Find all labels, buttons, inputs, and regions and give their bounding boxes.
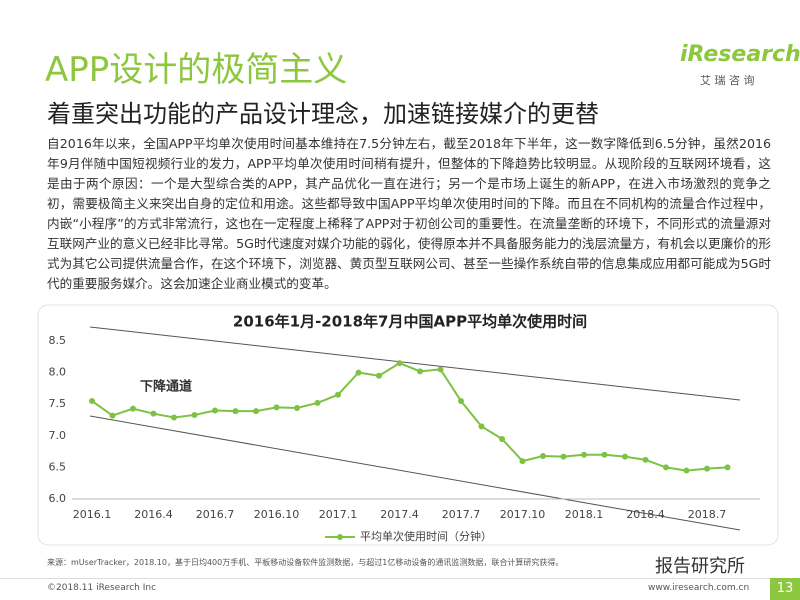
body-text: 自2016年以来，全国APP平均单次使用时间基本维持在7.5分钟左右，截至201… — [47, 136, 771, 291]
data-point — [396, 360, 403, 367]
chart-title: 2016年1月-2018年7月中国APP平均单次使用时间 — [233, 313, 587, 331]
data-point — [458, 398, 464, 405]
y-tick-label: 6.5 — [49, 460, 67, 473]
data-point — [417, 368, 423, 375]
data-point — [519, 458, 526, 465]
logo: iResearch — [680, 42, 800, 67]
copyright: ©2018.11 iResearch Inc — [47, 583, 157, 593]
data-point — [499, 435, 505, 442]
data-point — [253, 408, 259, 415]
data-point — [109, 412, 116, 419]
source: 来源：mUserTracker，2018.10，基于日均400万手机、平板移动设… — [47, 558, 564, 567]
trend-lower — [89, 415, 741, 531]
page-number: 13 — [770, 578, 800, 600]
data-point — [89, 398, 95, 405]
y-tick-label: 8.0 — [49, 366, 67, 379]
x-tick-label: 2018.4 — [626, 508, 665, 521]
y-tick-label: 8.5 — [49, 334, 67, 347]
legend-marker — [337, 534, 343, 540]
x-tick-label: 2016.7 — [196, 508, 235, 521]
data-point — [601, 451, 608, 458]
data-point — [232, 408, 239, 415]
y-tick-label: 6.0 — [49, 492, 67, 505]
footer-rule — [0, 578, 800, 579]
x-tick-label: 2017.4 — [380, 508, 419, 521]
logo-sub: 艾 瑞 咨 询 — [700, 74, 755, 87]
watermark: 报告研究所 — [655, 556, 745, 577]
data-point — [191, 411, 198, 418]
title: APP设计的极简主义 — [45, 50, 348, 90]
data-point — [724, 464, 731, 471]
data-point — [540, 453, 546, 460]
data-point — [560, 453, 567, 460]
x-tick-label: 2016.10 — [254, 508, 300, 521]
data-point — [294, 404, 300, 411]
x-tick-label: 2016.1 — [73, 508, 112, 521]
data-point — [130, 405, 136, 412]
trend-upper — [89, 326, 741, 401]
data-point — [581, 451, 587, 458]
data-point — [622, 453, 628, 460]
x-tick-label: 2018.7 — [688, 508, 727, 521]
x-tick-label: 2017.10 — [500, 508, 546, 521]
data-point — [437, 366, 444, 373]
data-point — [663, 464, 669, 471]
chart-frame — [37, 304, 779, 546]
x-tick-label: 2017.1 — [319, 508, 358, 521]
annotation: 下降通道 — [140, 379, 192, 395]
url: www.iresearch.com.cn — [648, 583, 750, 593]
data-point — [704, 465, 710, 472]
data-point — [355, 369, 362, 376]
data-point — [150, 410, 157, 417]
data-point — [314, 399, 321, 406]
x-tick-label: 2016.4 — [134, 508, 173, 521]
data-point — [642, 456, 649, 463]
data-point — [683, 467, 690, 474]
legend-label: 平均单次使用时间（分钟） — [360, 529, 492, 543]
y-tick-label: 7.5 — [49, 397, 67, 410]
x-tick-label: 2017.7 — [442, 508, 481, 521]
data-point — [335, 391, 341, 398]
data-point — [478, 423, 485, 430]
x-tick-label: 2018.1 — [565, 508, 604, 521]
series-line — [91, 362, 728, 472]
subtitle: 着重突出功能的产品设计理念，加速链接媒介的更替 — [47, 100, 599, 128]
data-point — [273, 404, 280, 411]
data-point — [212, 407, 218, 414]
data-point — [376, 372, 382, 379]
y-tick-label: 7.0 — [49, 429, 67, 442]
data-point — [171, 414, 177, 421]
